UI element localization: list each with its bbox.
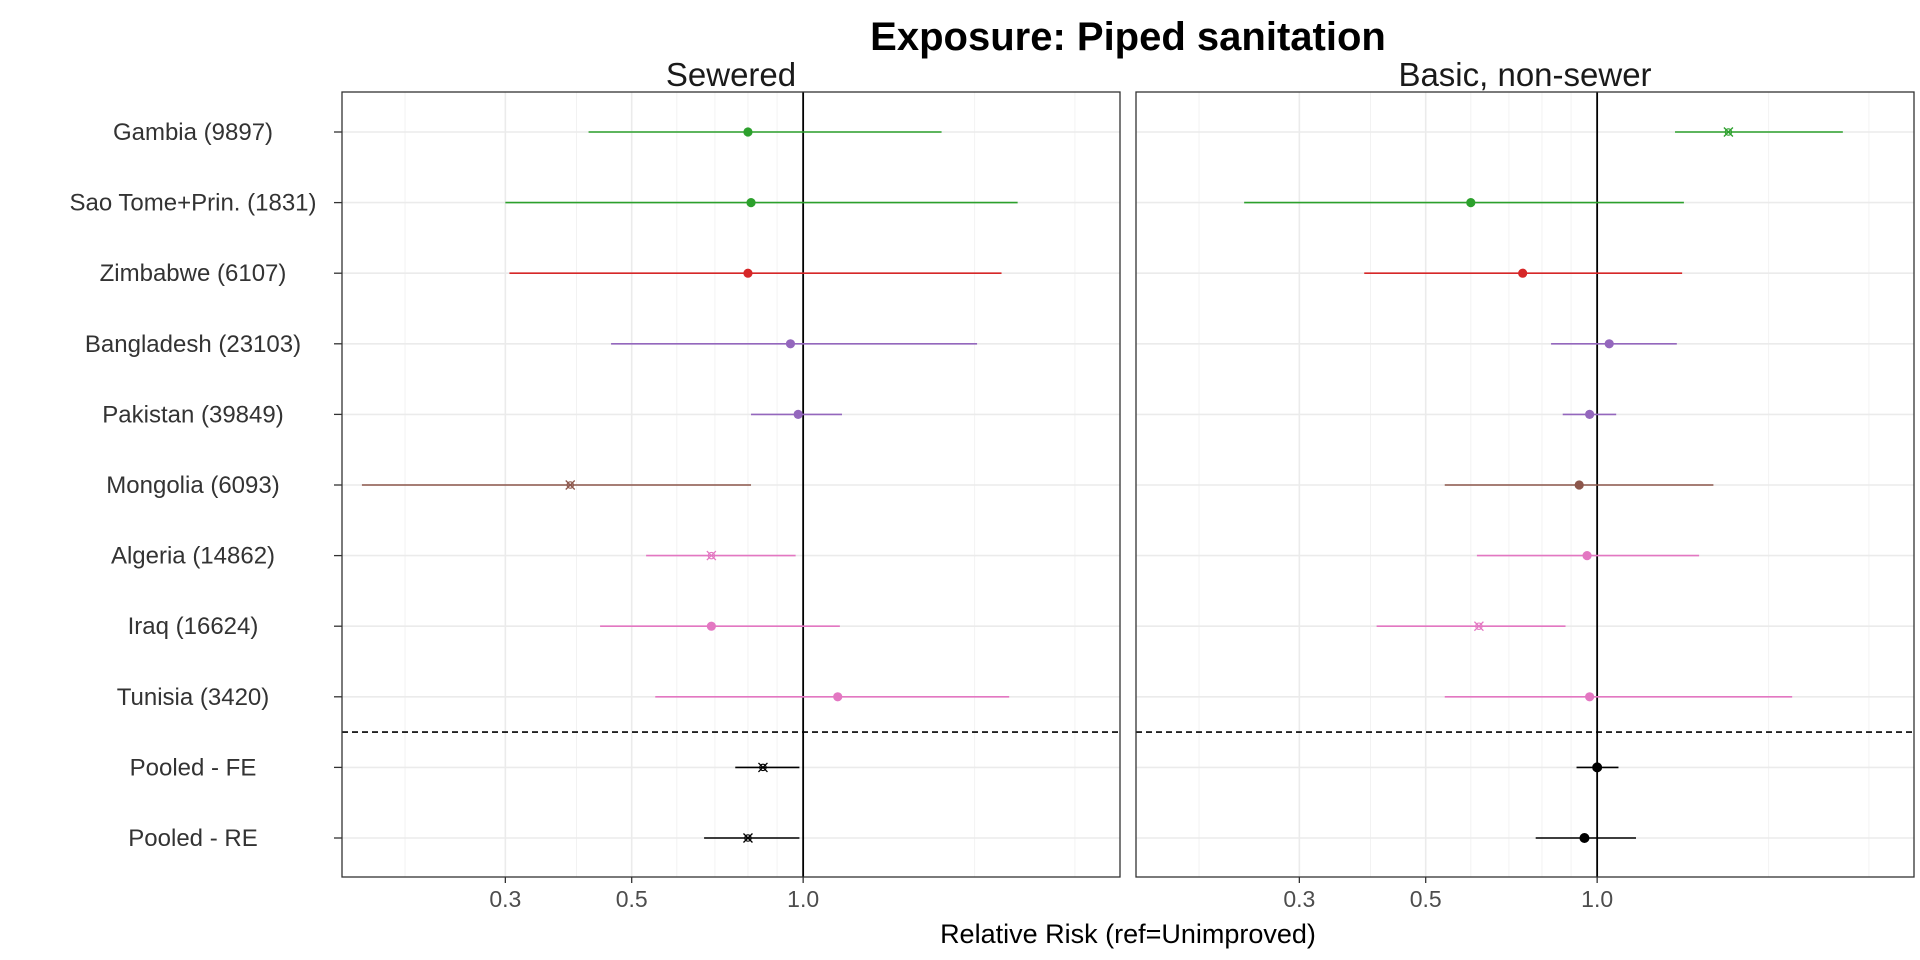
point-circle: [833, 692, 843, 702]
row-label: Algeria (14862): [111, 543, 275, 570]
point-circle: [706, 621, 716, 631]
point-x-ring: [1724, 128, 1733, 136]
row-label: Bangladesh (23103): [85, 331, 301, 358]
row-label: Pooled - FE: [130, 754, 257, 781]
point-circle: [743, 127, 753, 137]
point-circle: [1466, 198, 1476, 208]
point-x-ring: [566, 481, 574, 489]
x-tick-label: 0.3: [489, 886, 521, 912]
point-circle: [785, 339, 796, 349]
point-x: [757, 762, 768, 773]
point-circle: [793, 409, 803, 419]
x-axis-ticks: 0.3 0.5 1.0 0.3 0.5 1.0: [334, 131, 1613, 912]
point-x: [565, 480, 576, 490]
point-x-stroke: [565, 480, 576, 490]
point-x-stroke: [757, 762, 768, 773]
x-tick-label: 0.5: [616, 886, 648, 912]
row-label: Pakistan (39849): [102, 401, 283, 428]
x-tick-label: 1.0: [787, 886, 819, 912]
x-tick-label: 0.3: [1283, 886, 1315, 912]
row-label: Tunisia (3420): [117, 684, 270, 711]
row-label: Iraq (16624): [128, 613, 259, 640]
point-x-stroke: [1723, 127, 1734, 137]
x-tick-label: 0.5: [1410, 886, 1442, 912]
panel-title-basic: Basic, non-sewer: [1398, 56, 1651, 93]
row-label: Mongolia (6093): [106, 472, 279, 499]
point-circle: [743, 268, 753, 278]
point-circle: [1585, 409, 1595, 419]
x-tick-label: 1.0: [1581, 886, 1613, 912]
point-x: [1723, 127, 1734, 137]
point-x: [706, 550, 717, 561]
point-circle: [1582, 551, 1592, 561]
point-circle: [1518, 268, 1528, 278]
point-circle: [1604, 339, 1614, 349]
point-x-ring: [707, 551, 716, 560]
panel-title-sewered: Sewered: [666, 56, 796, 93]
x-axis-title: Relative Risk (ref=Unimproved): [940, 919, 1316, 949]
point-diamond: [1579, 833, 1590, 843]
row-label: Sao Tome+Prin. (1831): [69, 190, 316, 217]
row-label: Pooled - RE: [128, 825, 257, 852]
panel-basic-border: [1135, 91, 1915, 878]
point-circle: [1585, 692, 1595, 702]
point-x-stroke: [1473, 621, 1484, 632]
point-x-ring: [1475, 622, 1483, 630]
chart-title: Exposure: Piped sanitation: [870, 15, 1386, 59]
point-circle: [1574, 480, 1584, 490]
confidence-intervals: [361, 131, 1843, 839]
point-diamond: [1592, 762, 1603, 773]
point-x-ring: [744, 834, 752, 842]
point-estimates: [565, 127, 1734, 843]
row-label: Zimbabwe (6107): [100, 260, 287, 287]
point-circle: [746, 198, 756, 208]
point-x: [742, 833, 753, 843]
row-label: Gambia (9897): [113, 119, 273, 146]
point-x: [1473, 621, 1484, 632]
point-x-stroke: [742, 833, 753, 843]
point-x-ring: [759, 763, 767, 772]
row-labels: Gambia (9897) Sao Tome+Prin. (1831) Zimbab…: [69, 119, 316, 852]
point-x-stroke: [706, 550, 717, 561]
